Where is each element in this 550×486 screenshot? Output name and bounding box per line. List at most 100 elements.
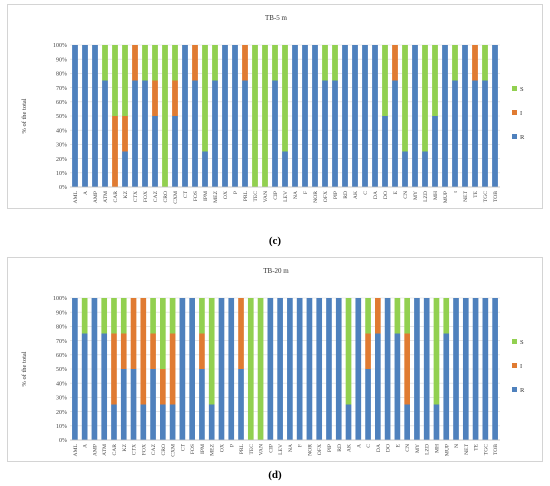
bar-segment-R-MY [412, 45, 418, 187]
y-axis-label: % of the total [21, 351, 28, 386]
x-tick-label: MY [415, 444, 421, 453]
chart-tb5: TB-5 m % of the total 0% 10% 20% 30% 40% 50% 60%… [21, 14, 525, 204]
bar-segment-S-MUP [443, 298, 450, 334]
y-tick-label: 70% [56, 86, 67, 92]
bar-segment-R-CT [182, 45, 188, 187]
y-tick-label: 100% [53, 296, 67, 302]
bar-segment-R-MH [432, 116, 438, 187]
bar-segment-S-CIP [272, 45, 278, 81]
bar-segment-R-FOS [189, 298, 195, 440]
y-tick-label: 90% [56, 310, 67, 316]
x-tick-label: CT [180, 443, 186, 451]
legend-swatch-I [512, 363, 517, 368]
bar-segment-I-CXM [169, 333, 176, 405]
bar-segment-S-LZD [422, 45, 428, 152]
legend-swatch-S [512, 339, 517, 344]
legend-swatch-R [512, 134, 517, 139]
x-tick-label: NET [463, 190, 469, 201]
bar-segment-S-C [365, 298, 371, 334]
bar-segment-S-MH [433, 298, 440, 405]
bar-segment-S-KZ [120, 298, 127, 334]
bar-segment-I-KZ [120, 333, 127, 369]
bar-segment-R-OFX [322, 80, 328, 187]
bar-segment-R-NET [462, 45, 468, 187]
bar-segment-S-CXM [169, 298, 176, 334]
y-tick-label: 60% [56, 353, 67, 359]
bar-segment-S-E [394, 298, 401, 334]
y-tick-label: 0% [59, 438, 67, 444]
bar-segment-R-ATM [102, 80, 108, 187]
bar-segment-R-NOR [306, 298, 313, 440]
x-tick-label: MY [413, 191, 419, 200]
x-tick-label: NOR [307, 444, 313, 456]
y-axis-label: % of the total [21, 98, 28, 133]
bar-segment-I-CRO [160, 369, 166, 405]
x-tick-label: ATM [103, 191, 109, 203]
y-tick-label: 70% [56, 339, 67, 345]
x-tick-label: TGC [483, 191, 489, 202]
x-tick-label: LZD [425, 444, 431, 455]
x-tick-label: DA [373, 191, 379, 199]
x-tick-label: ATM [102, 444, 108, 456]
x-tick-label: CAZ [151, 443, 157, 455]
bar-segment-S-LEV [282, 45, 288, 152]
x-tick-label: MUP [443, 191, 449, 203]
bar-segment-S-CAZ [152, 45, 158, 81]
bar-segment-R-F [296, 298, 303, 440]
bar-segment-R-FOX [140, 404, 147, 440]
x-tick-label: AMP [92, 444, 98, 456]
bar-segment-R-MEZ [208, 404, 215, 440]
caption-c: (c) [268, 235, 282, 247]
x-tick-label: TOB [493, 444, 499, 455]
x-tick-label: DO [383, 191, 389, 199]
bar-segment-I-FOS [192, 45, 198, 81]
caption-d: (d) [268, 469, 282, 481]
x-tick-label: KZ [122, 443, 128, 451]
chart-tb20: TB-20 m % of the total 0% 10% 20% 30% 40% 50% 60… [21, 267, 525, 457]
x-tick-label: CXM [171, 444, 177, 457]
x-tick-label: FOS [190, 444, 196, 454]
x-tick-label: KZ [123, 190, 129, 198]
bar-segment-R-NOR [312, 45, 318, 187]
legend-label-R: R [520, 387, 525, 394]
bar-segment-I-PRL [238, 298, 244, 369]
bar-segment-S-t [452, 45, 458, 81]
bar-segment-R-AK [345, 404, 352, 440]
x-tick-label: TE [473, 190, 479, 197]
x-tick-label: LZD [423, 191, 429, 202]
bar-segment-I-CAZ [150, 333, 156, 369]
bar-segment-S-TEC [252, 45, 258, 187]
bar-segment-R-AML [72, 298, 78, 440]
x-tick-label: FOS [193, 191, 199, 201]
x-tick-label: MUP [444, 444, 450, 456]
x-tick-label: PRL [243, 190, 249, 201]
x-tick-label: DA [376, 444, 382, 452]
bar-segment-S-OFX [322, 45, 328, 81]
bar-segment-R-TE [472, 80, 478, 187]
bar-segment-S-PIP [332, 45, 338, 81]
x-tick-label: F [298, 444, 304, 447]
bar-segment-R-t [452, 80, 458, 187]
bar-segment-S-MEZ [208, 298, 215, 405]
x-tick-label: TGC [483, 444, 489, 455]
bar-segment-R-NET [462, 298, 469, 440]
x-tick-label: t [453, 191, 459, 193]
x-tick-label: IPM [203, 191, 209, 201]
bar-segment-R-C [362, 45, 368, 187]
bar-segment-R-LZD [422, 151, 428, 187]
bar-segment-R-TOB [492, 298, 498, 440]
bar-segment-R-CXM [172, 116, 178, 187]
bar-segment-I-CTX [130, 298, 137, 369]
bar-segment-R-MH [433, 404, 440, 440]
x-tick-label: AML [73, 190, 79, 203]
x-tick-label: CRO [163, 191, 169, 203]
x-tick-label: VAN [263, 191, 269, 202]
bar-segment-R-N [453, 298, 459, 440]
bar-segment-S-KZ [122, 45, 128, 116]
bar-segment-R-TGC [482, 298, 489, 440]
bar-segment-R-FOX [142, 80, 148, 187]
bar-segment-I-PRL [242, 45, 248, 81]
x-tick-label: MEZ [213, 190, 219, 202]
chart-panel-tb5: TB-5 m % of the total 0% 10% 20% 30% 40% 50% 60%… [7, 4, 543, 209]
x-tick-label: F [303, 191, 309, 194]
